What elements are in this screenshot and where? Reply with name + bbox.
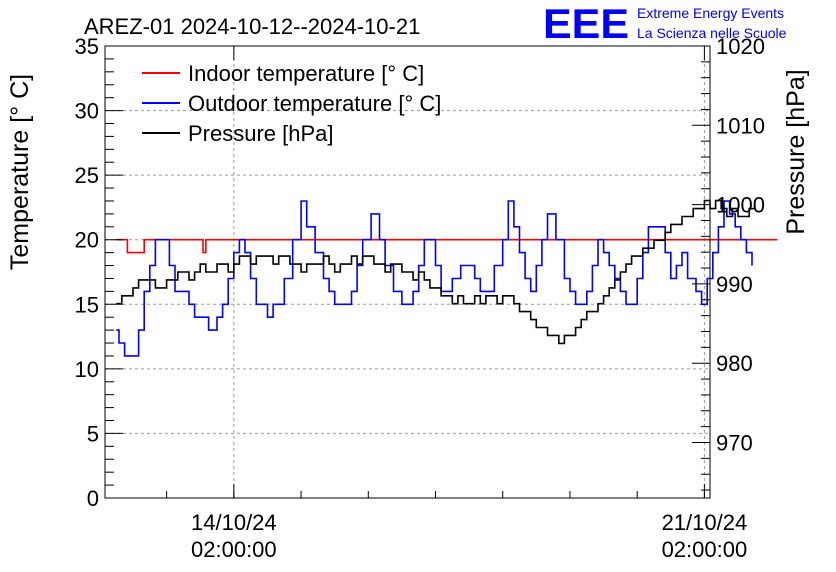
series-layer — [116, 199, 778, 357]
logo-mark: EEE — [543, 0, 629, 47]
series-line-0 — [116, 238, 778, 254]
x-tick-time-0: 02:00:00 — [191, 537, 277, 562]
legend-label-indoor: Indoor temperature [° C] — [188, 61, 424, 86]
left-axis: 0 5 10 15 20 25 30 35 — [75, 34, 123, 511]
logo-line1: Extreme Energy Events — [637, 5, 784, 21]
left-tick-label-5: 25 — [75, 163, 99, 188]
series-line-2 — [116, 199, 756, 345]
x-tick-time-1: 02:00:00 — [662, 537, 748, 562]
right-tick-label-5: 1020 — [716, 34, 765, 59]
right-tick-label-0: 970 — [716, 430, 753, 455]
series-line-1 — [116, 200, 753, 357]
right-tick-label-3: 1000 — [716, 193, 765, 218]
left-tick-label-3: 15 — [75, 292, 99, 317]
eee-logo: EEE Extreme Energy Events La Scienza nel… — [543, 0, 787, 47]
left-tick-label-6: 30 — [75, 99, 99, 124]
legend-label-pressure: Pressure [hPa] — [188, 121, 334, 146]
left-tick-label-0: 0 — [87, 486, 99, 511]
x-tick-date-0: 14/10/24 — [191, 510, 277, 535]
left-tick-label-4: 20 — [75, 228, 99, 253]
y-axis-right-label: Pressure [hPa] — [782, 69, 810, 234]
legend: Indoor temperature [° C] Outdoor tempera… — [142, 61, 441, 146]
legend-label-outdoor: Outdoor temperature [° C] — [188, 91, 441, 116]
logo-line2: La Scienza nelle Scuole — [637, 25, 787, 41]
left-tick-label-7: 35 — [75, 34, 99, 59]
right-tick-label-2: 990 — [716, 272, 753, 297]
right-tick-label-1: 980 — [716, 351, 753, 376]
left-tick-label-2: 10 — [75, 357, 99, 382]
x-tick-date-1: 21/10/24 — [662, 510, 748, 535]
plot-frame — [104, 45, 711, 499]
right-tick-label-4: 1010 — [716, 113, 765, 138]
chart-title: AREZ-01 2024-10-12--2024-10-21 — [84, 14, 420, 39]
left-tick-label-1: 5 — [87, 421, 99, 446]
right-axis: 970 980 990 1000 1010 1020 — [692, 34, 765, 491]
y-axis-left-label: Temperature [° C] — [6, 74, 34, 270]
